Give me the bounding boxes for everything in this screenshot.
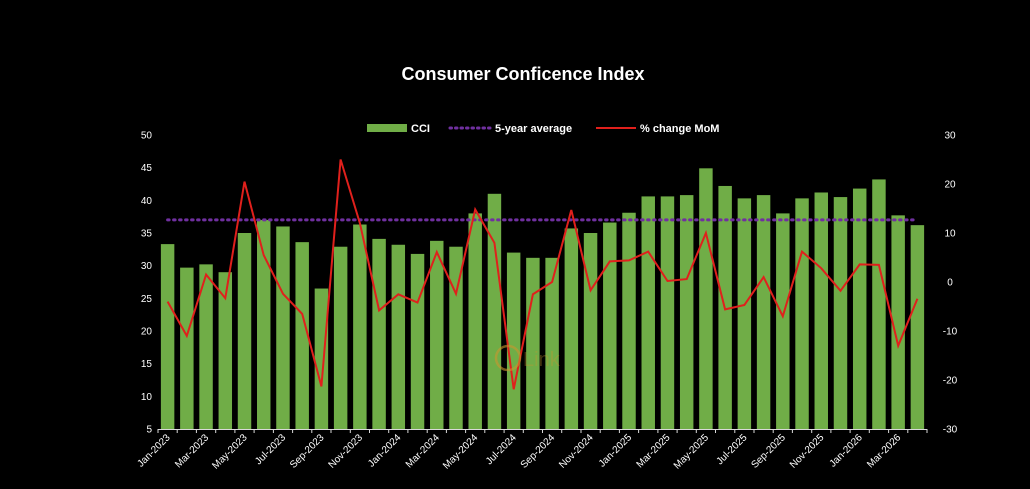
right-axis-tick-label: -20 (943, 376, 958, 387)
right-axis-tick-label: -30 (943, 425, 958, 436)
cci-bar (506, 252, 521, 429)
cci-bar (199, 264, 213, 429)
cci-bar (180, 267, 194, 429)
right-axis-tick-label: 0 (947, 278, 953, 289)
legend-label-cci: CCI (411, 123, 430, 135)
cci-bars (160, 168, 925, 429)
cci-bar (353, 224, 367, 429)
cci-bar (449, 246, 463, 429)
cci-bar (795, 198, 809, 429)
cci-bar (622, 212, 636, 429)
x-axis-tick-label: Mar-2026 (865, 432, 903, 470)
left-axis-ticks: 5 10 15 20 25 30 35 40 45 50 (141, 131, 153, 436)
left-axis-tick-label: 50 (141, 131, 153, 142)
cci-bar (641, 196, 655, 429)
x-axis-tick-label: Sep-2025 (749, 432, 788, 471)
cci-bar (487, 193, 502, 429)
x-axis-tick-label: Sep-2024 (519, 432, 558, 471)
watermark-text: Link (523, 349, 561, 371)
cci-bar (891, 215, 905, 429)
right-axis-ticks: -30 -20 -10 0 10 20 30 (943, 131, 958, 436)
right-axis-tick-label: 30 (944, 131, 956, 142)
cci-bar (468, 213, 482, 429)
right-axis-tick-label: 20 (944, 180, 956, 191)
x-axis-tick-label: Mar-2025 (635, 432, 673, 470)
x-axis-tick-label: Jan-2024 (366, 432, 404, 470)
cci-bar (295, 242, 309, 429)
left-axis-tick-label: 25 (141, 294, 153, 305)
cci-bar (660, 196, 675, 429)
cci-bar (852, 188, 867, 429)
cci-bar (276, 226, 290, 429)
cci-bar (910, 225, 925, 429)
cci-bar (257, 219, 271, 429)
cci-bar (545, 257, 559, 429)
cci-bar (603, 222, 617, 429)
legend-swatch-cci (367, 124, 407, 132)
left-axis-tick-label: 30 (141, 261, 153, 272)
left-axis-tick-label: 20 (141, 327, 153, 338)
x-axis-ticks: Jan-2023 Mar-2023 May-2023 Jul-2023 Sep-2023… (135, 429, 928, 472)
cci-bar (391, 244, 406, 429)
x-axis-tick-label: Jan-2023 (135, 432, 173, 470)
x-axis-tick-label: Mar-2023 (173, 432, 211, 470)
cci-bar (430, 240, 444, 429)
x-axis-tick-label: Nov-2023 (327, 432, 366, 471)
cci-bar (160, 244, 175, 429)
x-axis-tick-label: May-2025 (672, 432, 712, 472)
left-axis-tick-label: 10 (141, 392, 153, 403)
left-axis-tick-label: 5 (146, 425, 152, 436)
cci-bar (218, 272, 233, 429)
cci-bar (814, 192, 828, 429)
x-axis-tick-label: Nov-2024 (557, 432, 596, 471)
cci-bar (756, 195, 771, 429)
chart-title: Consumer Conficence Index (401, 64, 644, 84)
x-axis-tick-label: May-2024 (441, 432, 481, 472)
watermark: Link (494, 344, 561, 372)
cci-bar (314, 288, 329, 429)
right-axis-tick-label: -10 (943, 327, 958, 338)
cci-bar (237, 233, 252, 429)
right-axis-tick-label: 10 (944, 229, 956, 240)
left-axis-tick-label: 35 (141, 229, 153, 240)
legend-label-pct-change: % change MoM (640, 123, 719, 135)
x-axis-tick-label: Jul-2023 (253, 432, 288, 467)
pct-change-mom-line (166, 159, 919, 390)
cci-bar (526, 257, 540, 429)
x-axis-tick-label: Nov-2025 (788, 432, 827, 471)
x-axis-tick-label: Mar-2024 (404, 432, 442, 470)
left-axis-tick-label: 15 (141, 359, 153, 370)
left-axis-tick-label: 40 (141, 196, 153, 207)
cci-bar (872, 179, 886, 429)
x-axis-tick-label: Jan-2025 (597, 432, 635, 470)
cci-bar (410, 253, 425, 429)
x-axis-tick-label: Jul-2025 (715, 432, 750, 467)
legend: CCI 5-year average % change MoM (367, 123, 719, 135)
cci-bar (564, 228, 579, 429)
cci-bar (737, 198, 752, 429)
cci-bar (372, 238, 386, 429)
cci-bar (699, 168, 713, 429)
cci-bar (679, 195, 694, 429)
cci-bar (583, 233, 598, 429)
x-axis-tick-label: Sep-2023 (288, 432, 327, 471)
cci-bar (776, 213, 790, 429)
watermark-logo-icon (494, 344, 522, 372)
x-axis-tick-label: Jan-2026 (828, 432, 866, 470)
x-axis-tick-label: Jul-2024 (484, 432, 519, 467)
left-axis-tick-label: 45 (141, 163, 153, 174)
cci-bar (333, 246, 348, 429)
cci-bar (833, 197, 848, 429)
legend-label-5-year-average: 5-year average (495, 123, 572, 135)
x-axis-tick-label: May-2023 (210, 432, 250, 472)
